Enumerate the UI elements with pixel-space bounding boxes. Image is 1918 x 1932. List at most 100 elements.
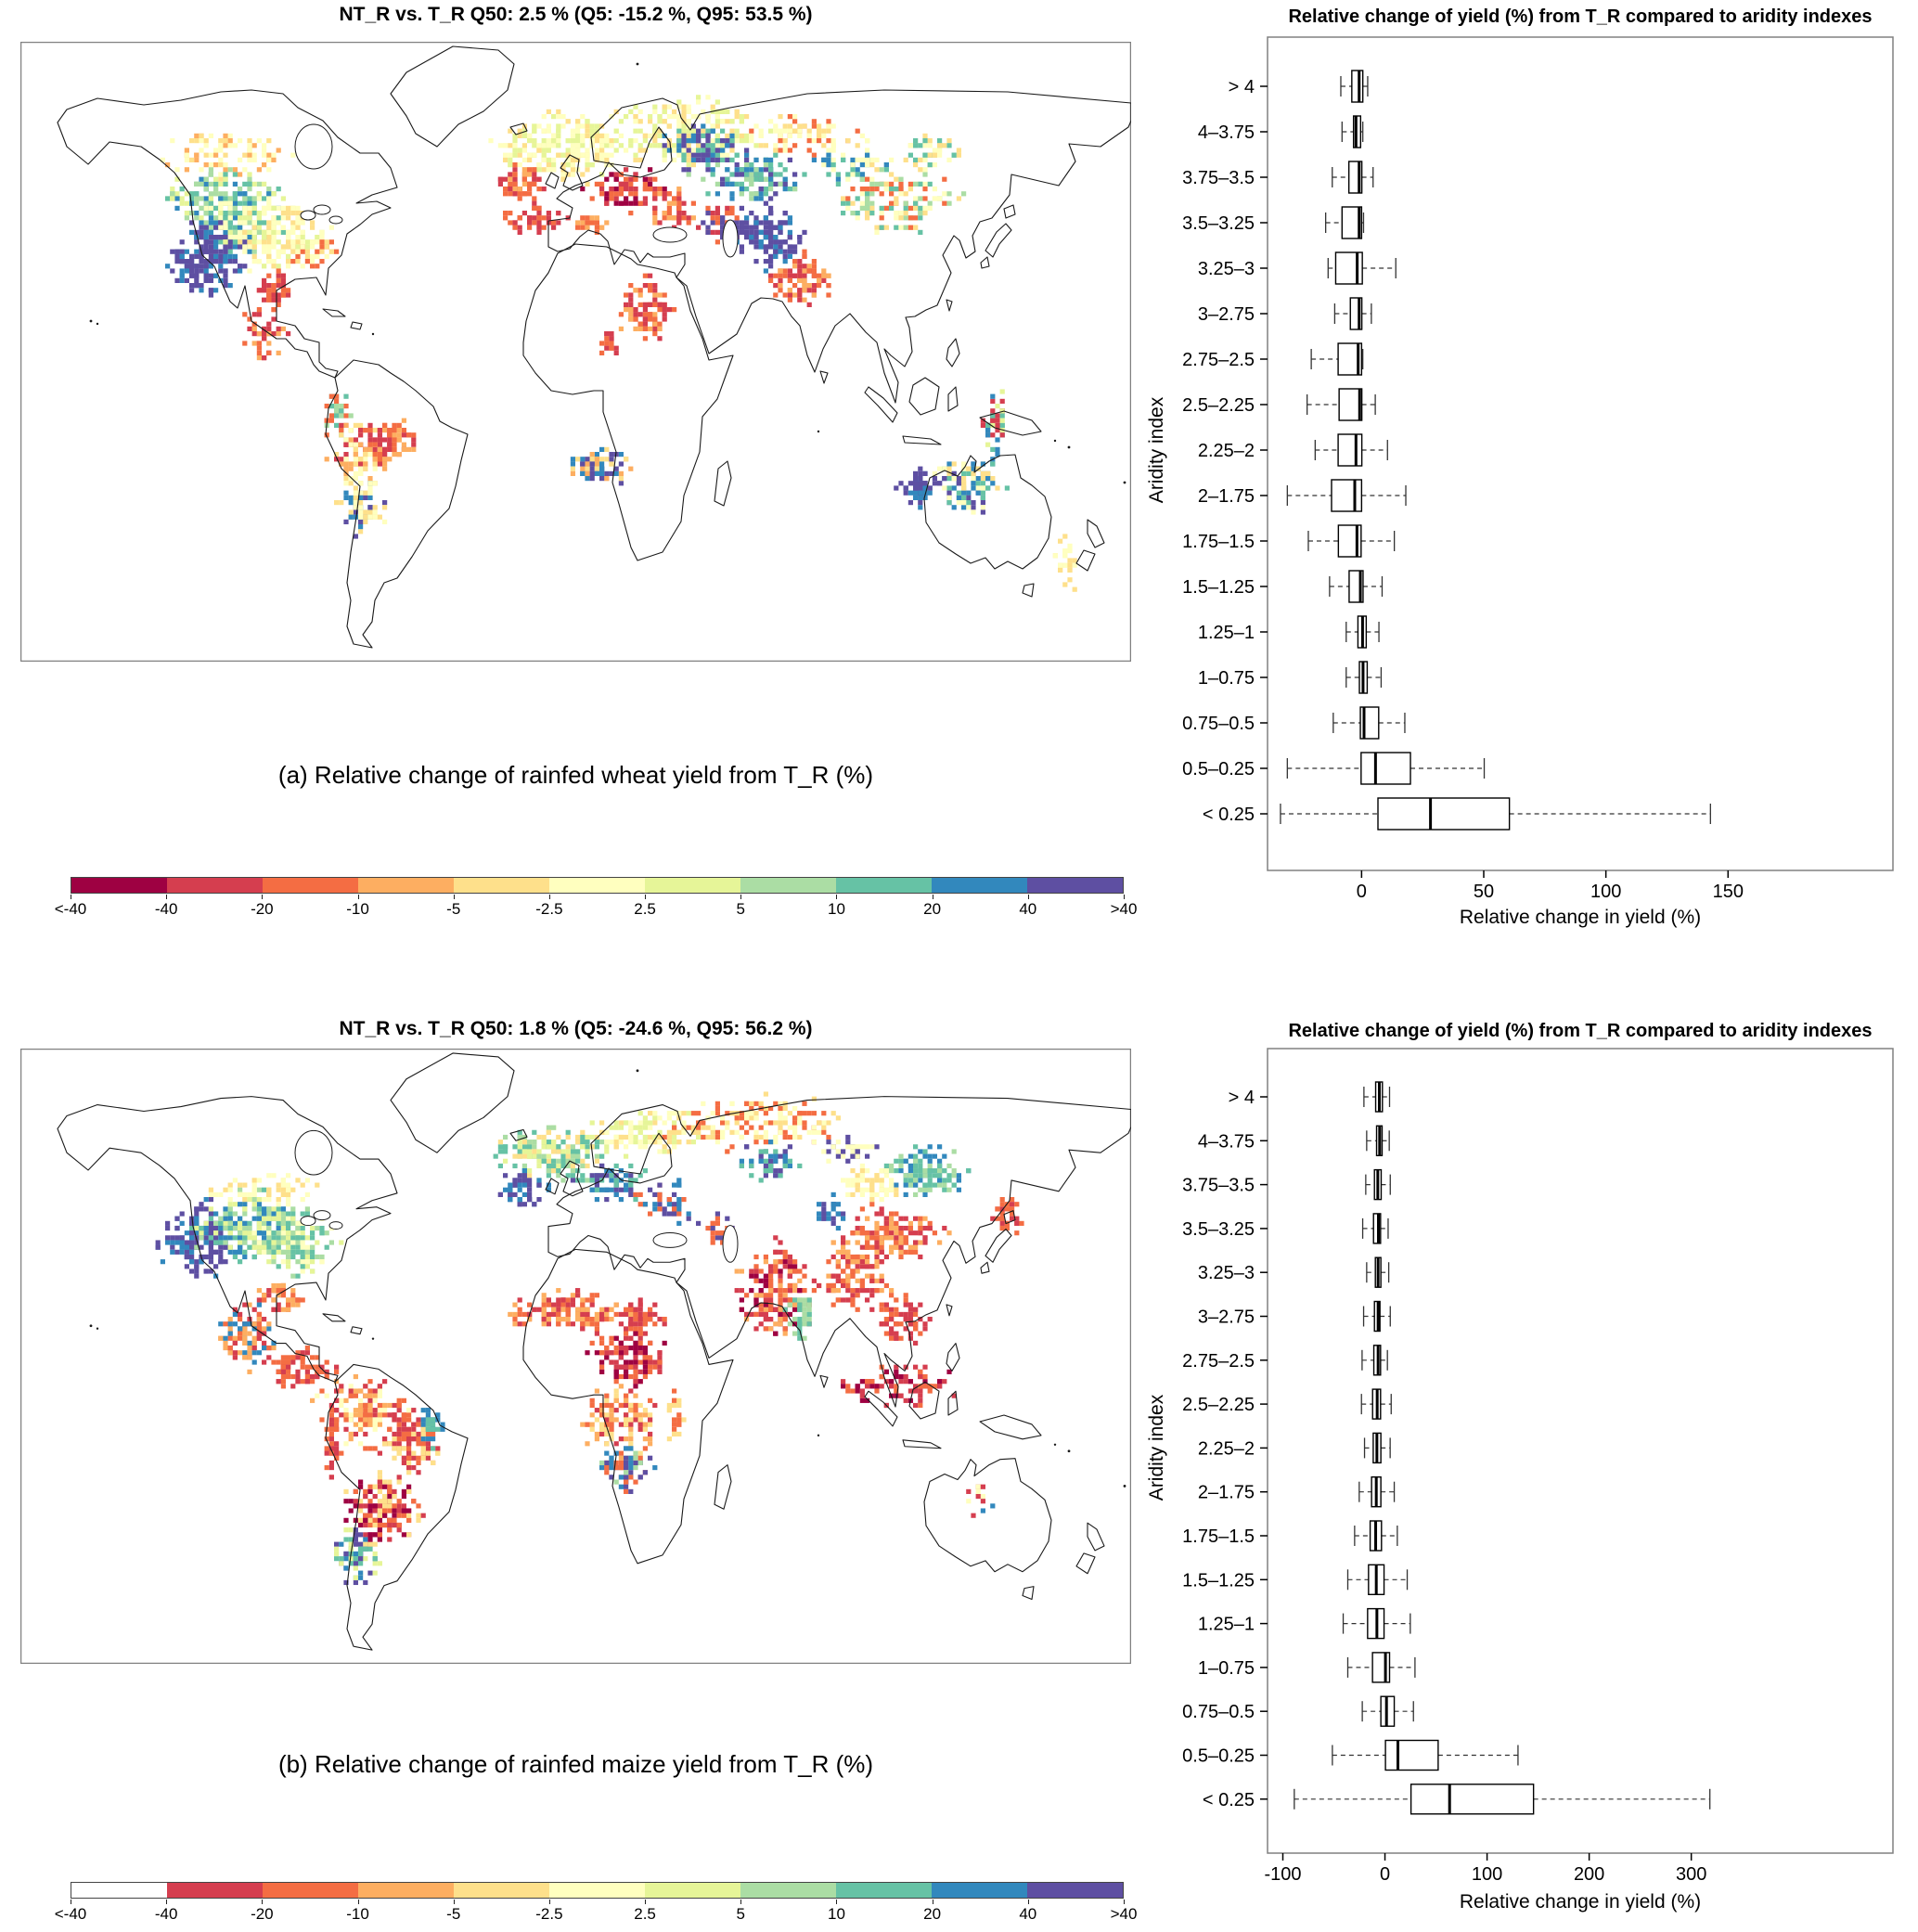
colorbar-labels-maize: <-40 -40 -20 -10 -5 -2.5 2.5 5 10 20 40 >40: [55, 1900, 1137, 1924]
colorbar-tick: [740, 1900, 742, 1904]
boxplot-plot-area-wheat: 0 50 100 150 > 4 4–3.75 3.75–3.5 3.5–3.25 3.25–3…: [1182, 36, 1894, 902]
x-tick-label: 0: [1357, 882, 1367, 902]
colorbar-tick-label: 2.5: [634, 1905, 656, 1923]
colorbar-tick-label: -5: [446, 900, 461, 918]
colorbar-segment: [932, 1883, 1027, 1898]
y-tick-label: 0.5–0.25: [1182, 759, 1255, 779]
x-tick-label: -100: [1264, 1864, 1301, 1885]
x-tick-label: 0: [1380, 1864, 1390, 1885]
world-map-wheat: [20, 42, 1131, 662]
y-tick-label: 2.25–2: [1198, 441, 1255, 461]
boxplot-title-maize: Relative change of yield (%) from T_R co…: [1288, 1021, 1872, 1041]
map-frame: [20, 42, 1131, 662]
colorbar-tick: [548, 895, 550, 899]
x-tick-label: 200: [1574, 1864, 1604, 1885]
boxplot-maize: Relative change of yield (%) from T_R co…: [1146, 1021, 1894, 1913]
y-tick-label: 3.5–3.25: [1182, 1219, 1255, 1240]
colorbar-tick-label: -10: [346, 1905, 369, 1923]
boxplot-wheat: Relative change of yield (%) from T_R co…: [1146, 6, 1894, 928]
colorbar-segment: [740, 878, 836, 893]
y-tick-label: < 0.25: [1203, 1790, 1255, 1810]
y-tick-label: 1.25–1: [1198, 623, 1255, 643]
colorbar-segment: [454, 878, 549, 893]
colorbar-tick: [836, 895, 838, 899]
x-tick-label: 100: [1590, 882, 1621, 902]
x-axis-title-maize: Relative change in yield (%): [1460, 1891, 1701, 1913]
box-iqr: [1371, 1652, 1391, 1683]
box-iqr: [1337, 433, 1363, 467]
colorbar-segment: [1027, 1883, 1123, 1898]
y-tick-label: 0.75–0.5: [1182, 1702, 1255, 1722]
y-tick-label: 2.75–2.5: [1182, 350, 1255, 370]
box-iqr: [1384, 1739, 1439, 1771]
x-axis-title-wheat: Relative change in yield (%): [1460, 907, 1701, 928]
colorbar-tick: [1027, 1900, 1029, 1904]
colorbar-tick: [166, 895, 168, 899]
y-tick-label: 0.5–0.25: [1182, 1746, 1255, 1767]
map-title-maize: NT_R vs. T_R Q50: 1.8 % (Q5: -24.6 %, Q9…: [339, 1018, 813, 1039]
caption-maize: (b) Relative change of rainfed maize yie…: [277, 1750, 874, 1778]
colorbar-tick-label: 2.5: [634, 900, 656, 918]
colorbar-segment: [740, 1883, 836, 1898]
y-tick-label: 3–2.75: [1198, 1307, 1255, 1328]
colorbar-tick: [740, 895, 742, 899]
colorbar-tick-label: -20: [251, 900, 274, 918]
y-tick-label: 3.25–3: [1198, 1263, 1255, 1283]
caption-wheat: (a) Relative change of rainfed wheat yie…: [277, 761, 874, 789]
colorbar-segment: [836, 878, 932, 893]
colorbar-tick-label: <-40: [54, 1905, 87, 1923]
colorbar-tick: [1124, 1900, 1125, 1904]
box-iqr: [1410, 1784, 1535, 1815]
colorbar-tick-label: 10: [827, 900, 845, 918]
box-iqr: [1377, 797, 1511, 831]
colorbar-tick-label: 10: [827, 1905, 845, 1923]
colorbar-tick-label: -10: [346, 900, 369, 918]
colorbar-segment: [263, 1883, 358, 1898]
x-tick-label: 100: [1472, 1864, 1502, 1885]
y-tick-label: 4–3.75: [1198, 1131, 1255, 1152]
colorbar-segment: [263, 878, 358, 893]
box-iqr: [1341, 206, 1363, 239]
colorbar-tick: [645, 895, 647, 899]
colorbar-tick-label: 40: [1019, 900, 1037, 918]
map-frame: [20, 1049, 1131, 1664]
y-axis-title-wheat: Aridity index: [1146, 396, 1167, 503]
boxplot-title-wheat: Relative change of yield (%) from T_R co…: [1288, 6, 1872, 27]
y-tick-label: < 0.25: [1203, 805, 1255, 825]
box-iqr: [1351, 70, 1364, 103]
box-iqr: [1331, 479, 1363, 512]
colorbar-tick-label: -2.5: [535, 900, 563, 918]
colorbar-labels-wheat: <-40 -40 -20 -10 -5 -2.5 2.5 5 10 20 40 >40: [55, 895, 1137, 919]
colorbar-tick: [548, 1900, 550, 1904]
y-tick-label: 3–2.75: [1198, 304, 1255, 325]
colorbar-tick: [262, 895, 264, 899]
y-tick-label: 1.25–1: [1198, 1615, 1255, 1635]
colorbar-segment: [549, 1883, 645, 1898]
colorbar-segment: [645, 1883, 740, 1898]
box-iqr: [1360, 752, 1411, 785]
y-tick-label: 2–1.75: [1198, 486, 1255, 507]
colorbar-segment: [836, 1883, 932, 1898]
x-tick-label: 300: [1676, 1864, 1706, 1885]
y-tick-label: 1.5–1.25: [1182, 1570, 1255, 1591]
colorbar-tick-label: 5: [736, 900, 745, 918]
y-axis-title-maize: Aridity index: [1146, 1394, 1167, 1501]
colorbar-segment: [71, 878, 167, 893]
colorbar-tick: [357, 1900, 359, 1904]
y-tick-label: 4–3.75: [1198, 122, 1255, 143]
colorbar-tick-label: -2.5: [535, 1905, 563, 1923]
world-map-maize: [20, 1049, 1131, 1664]
colorbar-tick: [166, 1900, 168, 1904]
y-tick-label: > 4: [1229, 77, 1255, 97]
colorbar-tick-label: <-40: [54, 900, 87, 918]
y-tick-label: 2.25–2: [1198, 1438, 1255, 1459]
x-tick-label: 150: [1713, 882, 1744, 902]
y-tick-label: 3.75–3.5: [1182, 168, 1255, 188]
y-tick-label: 2–1.75: [1198, 1483, 1255, 1503]
map-title-wheat: NT_R vs. T_R Q50: 2.5 % (Q5: -15.2 %, Q9…: [339, 4, 813, 25]
colorbar-tick: [262, 1900, 264, 1904]
y-tick-label: 1.75–1.5: [1182, 532, 1255, 552]
colorbar-tick: [836, 1900, 838, 1904]
colorbar-wheat: [71, 877, 1124, 894]
